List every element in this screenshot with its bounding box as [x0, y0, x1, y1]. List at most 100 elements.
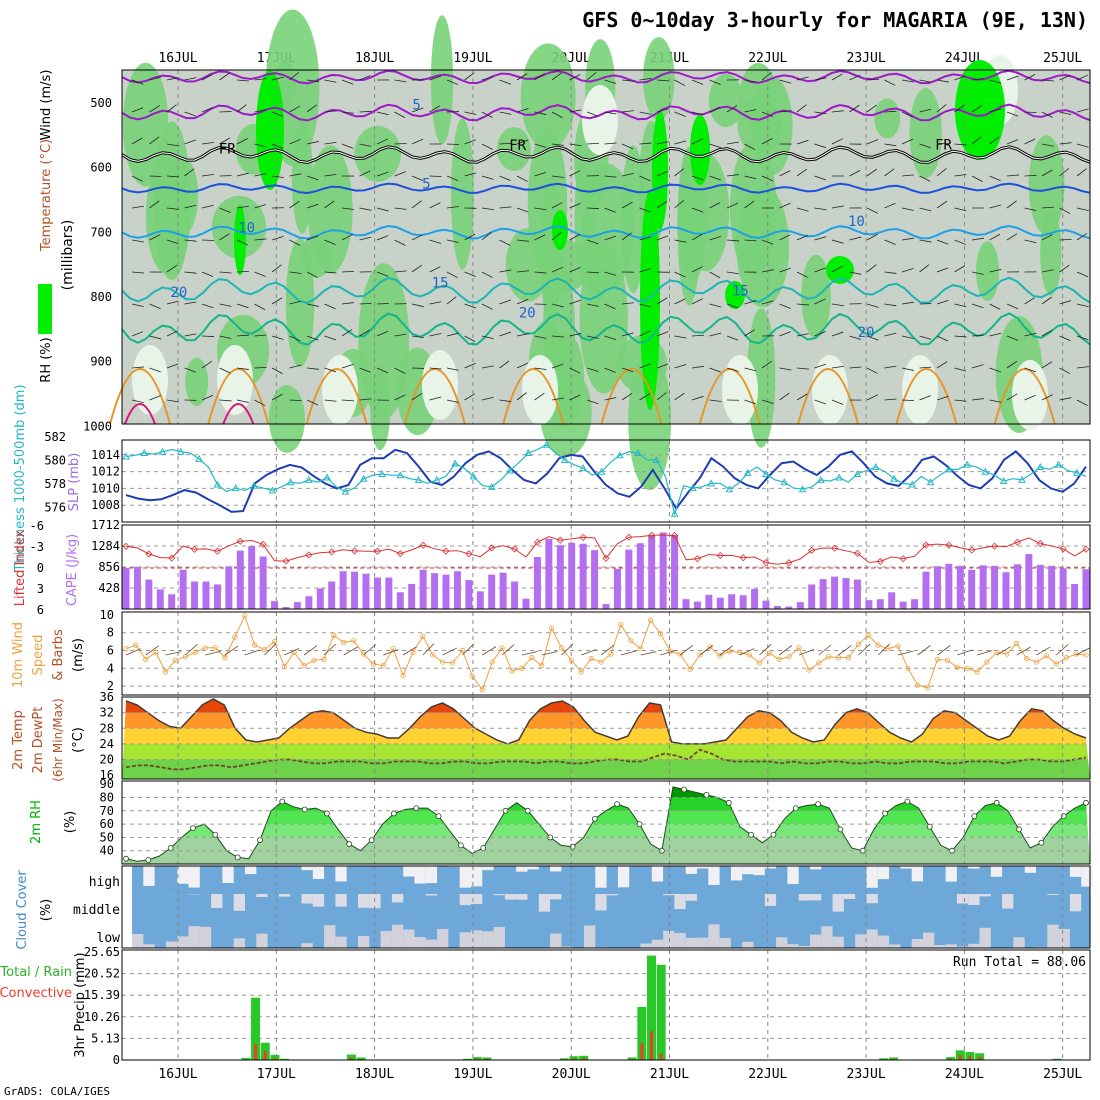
wind-barb	[919, 264, 930, 273]
thickness-tick-label: 582	[44, 430, 66, 444]
cloud-gap-high	[990, 866, 1003, 877]
wind-speed-marker	[727, 648, 733, 654]
precip-tick-label: 5.13	[91, 1031, 120, 1045]
cape-bar	[659, 532, 667, 609]
wind-barb	[674, 298, 686, 305]
wind-speed-marker	[737, 649, 743, 655]
cloud-gap-middle	[459, 894, 471, 906]
wind-barb	[359, 329, 371, 337]
wind-barb	[284, 648, 300, 656]
wind-speed-marker	[628, 638, 634, 644]
wind-speed-marker	[390, 646, 396, 652]
wind-barb	[394, 171, 406, 177]
lifted-index-marker	[808, 546, 816, 554]
wind-speed-line	[125, 614, 1087, 691]
wind-barb	[131, 399, 144, 404]
wind-speed-marker	[172, 657, 179, 663]
wind-barb	[796, 303, 809, 306]
wind-barb	[1024, 394, 1036, 401]
rh-region	[153, 121, 191, 281]
wind-barb	[464, 139, 476, 145]
cape-bar	[351, 571, 359, 609]
wind-speed-marker	[341, 639, 347, 646]
wind-barb	[954, 399, 967, 402]
cloud-gap-low	[787, 944, 799, 948]
wind-barb	[205, 650, 221, 656]
wind-barb	[761, 137, 773, 145]
wind-speed-marker	[360, 651, 367, 657]
thickness-marker	[561, 455, 569, 463]
wind-barb	[236, 270, 250, 273]
wind-barb	[1041, 143, 1054, 147]
wind-barb	[429, 367, 442, 370]
wind-barb	[674, 200, 685, 209]
cloud-gap-high	[1069, 866, 1082, 877]
wind-barb	[569, 233, 581, 241]
wind-barb	[971, 105, 983, 113]
rh-region-high	[640, 190, 660, 410]
wind-barb	[639, 303, 652, 308]
date-tick-bottom: 19JUL	[453, 1067, 492, 1082]
wind-barb	[901, 79, 914, 83]
wind-barb	[394, 239, 406, 246]
wind-barb	[989, 79, 1002, 84]
wind-barb	[831, 365, 844, 369]
wind-speed-marker	[370, 661, 377, 667]
temp-unit-label: (°C)	[71, 727, 86, 753]
cape-bar	[191, 581, 199, 609]
cloud-gap-low	[697, 937, 709, 948]
temp-axis-label: (6hr Min/Max)	[51, 698, 65, 782]
lifted-index-marker	[1013, 538, 1021, 546]
cloud-gap-low	[798, 945, 810, 948]
wind-barb	[621, 392, 633, 401]
wind-barb	[674, 364, 687, 369]
wind-barb	[1006, 393, 1018, 401]
wind-barb	[569, 367, 581, 374]
lifted-index-marker	[1059, 545, 1067, 553]
wind-barb	[271, 367, 283, 375]
cloud-gap-low	[945, 944, 957, 948]
wind-barb	[306, 104, 317, 113]
wind-barb	[446, 271, 458, 279]
wind-speed-marker	[1014, 640, 1020, 646]
rh-marker	[524, 807, 531, 814]
wind-barb	[482, 646, 497, 656]
cloud-gap-middle	[832, 894, 844, 912]
cloud-gap-low	[640, 943, 652, 948]
cloud-gap-low	[391, 924, 404, 948]
wind-speed-marker	[994, 649, 1000, 655]
wind-barb	[1059, 111, 1072, 116]
wind-barb	[901, 267, 914, 273]
wind-barb	[534, 73, 545, 81]
cloud-gap-low	[979, 927, 991, 948]
cloud-gap-low	[708, 924, 720, 948]
wind-barb	[306, 203, 319, 209]
pressure-tick-label: 500	[90, 96, 112, 110]
rh-marker	[837, 826, 844, 833]
wind-speed-marker	[1024, 655, 1030, 662]
wind-speed-marker	[647, 617, 654, 623]
date-tick-bottom: 21JUL	[650, 1067, 689, 1082]
cloud-gap-middle	[301, 894, 313, 904]
wind-barb	[674, 239, 687, 243]
wind-barb	[761, 175, 774, 182]
cape-bar	[1036, 564, 1044, 609]
precip-bar-total	[569, 1056, 579, 1060]
rh-marker	[234, 854, 241, 861]
wind-barb	[866, 104, 877, 113]
wind-barb	[639, 207, 651, 213]
wind-barb	[996, 646, 1011, 656]
wind-barb	[429, 75, 441, 81]
wind-barb	[534, 234, 546, 241]
lifted-index-tick-label: 6	[37, 603, 44, 617]
wind-barb	[236, 205, 249, 209]
temp-contour	[121, 276, 1091, 304]
thickness-marker	[743, 468, 752, 476]
cloud-gap-low	[742, 941, 754, 948]
lifted-index-marker	[716, 551, 724, 560]
wind-barb	[236, 79, 249, 82]
wind-barb	[376, 330, 389, 337]
wind-barb	[691, 175, 704, 181]
wind-barb	[446, 175, 459, 181]
temp-tick-label: 32	[100, 706, 114, 720]
